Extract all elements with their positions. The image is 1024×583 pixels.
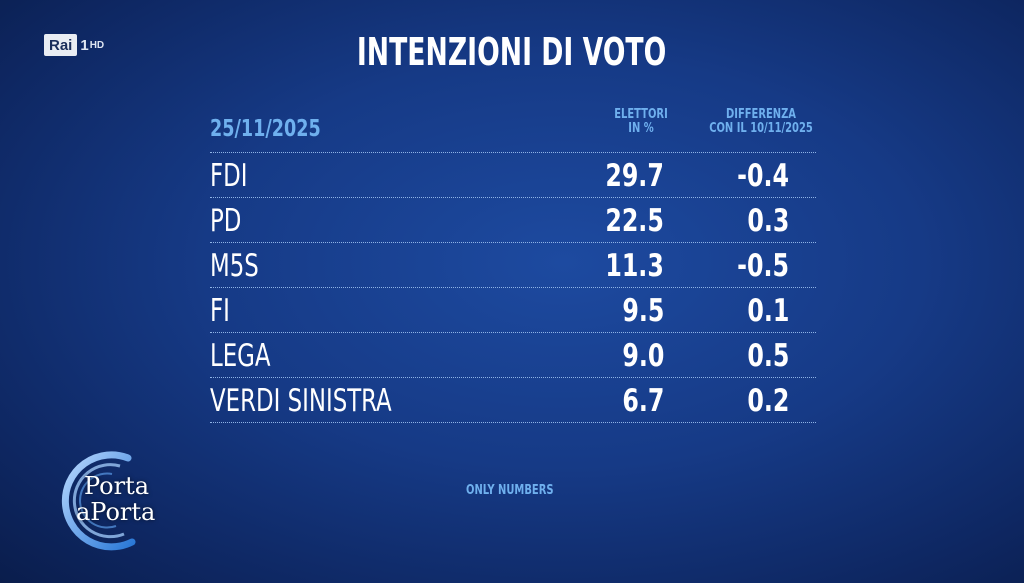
vote-share: 11.3 [605,248,664,284]
chart-title: INTENZIONI DI VOTO [356,30,667,74]
vote-difference: -0.4 [737,158,789,194]
logo-word-aporta: aPorta [76,498,156,526]
rai-brand: Rai [44,34,78,56]
party-name: FDI [210,158,248,194]
channel-logo: Rai 1 HD [44,34,104,56]
table-row: PD 22.5 0.3 [210,197,816,242]
table-row: M5S 11.3 -0.5 [210,242,816,287]
vote-difference: -0.5 [737,248,789,284]
diff-header-line2: CON IL 10/11/2025 [709,121,813,136]
poll-date: 25/11/2025 [210,116,321,142]
share-header-line1: ELETTORI [614,107,668,122]
table-row: FI 9.5 0.1 [210,287,816,332]
table-row: FDI 29.7 -0.4 [210,152,816,197]
party-name: FI [210,293,230,329]
footer-note: ONLY NUMBERS [466,483,554,498]
logo-word-porta: Porta [84,472,150,500]
diff-column-header: DIFFERENZA CON IL 10/11/2025 [689,108,834,136]
party-name: M5S [210,248,259,284]
vote-share: 22.5 [605,203,664,239]
hd-label: HD [89,39,105,51]
table-row: VERDI SINISTRA 6.7 0.2 [210,377,816,423]
vote-share: 9.0 [622,338,664,374]
vote-difference: 0.3 [747,203,789,239]
share-header-line2: IN % [628,121,654,136]
party-name: VERDI SINISTRA [210,383,392,419]
channel-number: 1 [80,36,89,54]
party-name: LEGA [210,338,271,374]
vote-difference: 0.1 [747,293,789,329]
party-name: PD [210,203,242,239]
vote-share: 29.7 [605,158,664,194]
vote-share: 9.5 [622,293,664,329]
table-header: 25/11/2025 ELETTORI IN % DIFFERENZA CON … [210,106,816,152]
poll-table: 25/11/2025 ELETTORI IN % DIFFERENZA CON … [210,106,816,423]
porta-a-porta-logo: Porta aPorta [40,444,190,554]
table-row: LEGA 9.0 0.5 [210,332,816,377]
swirl-icon [61,451,136,551]
vote-share: 6.7 [622,383,664,419]
diff-header-line1: DIFFERENZA [725,107,796,122]
vote-difference: 0.2 [747,383,789,419]
share-column-header: ELETTORI IN % [594,108,688,136]
vote-difference: 0.5 [747,338,789,374]
table-body: FDI 29.7 -0.4 PD 22.5 0.3 M5S 11.3 -0.5 FI 9.5 0.1 L… [210,152,816,423]
